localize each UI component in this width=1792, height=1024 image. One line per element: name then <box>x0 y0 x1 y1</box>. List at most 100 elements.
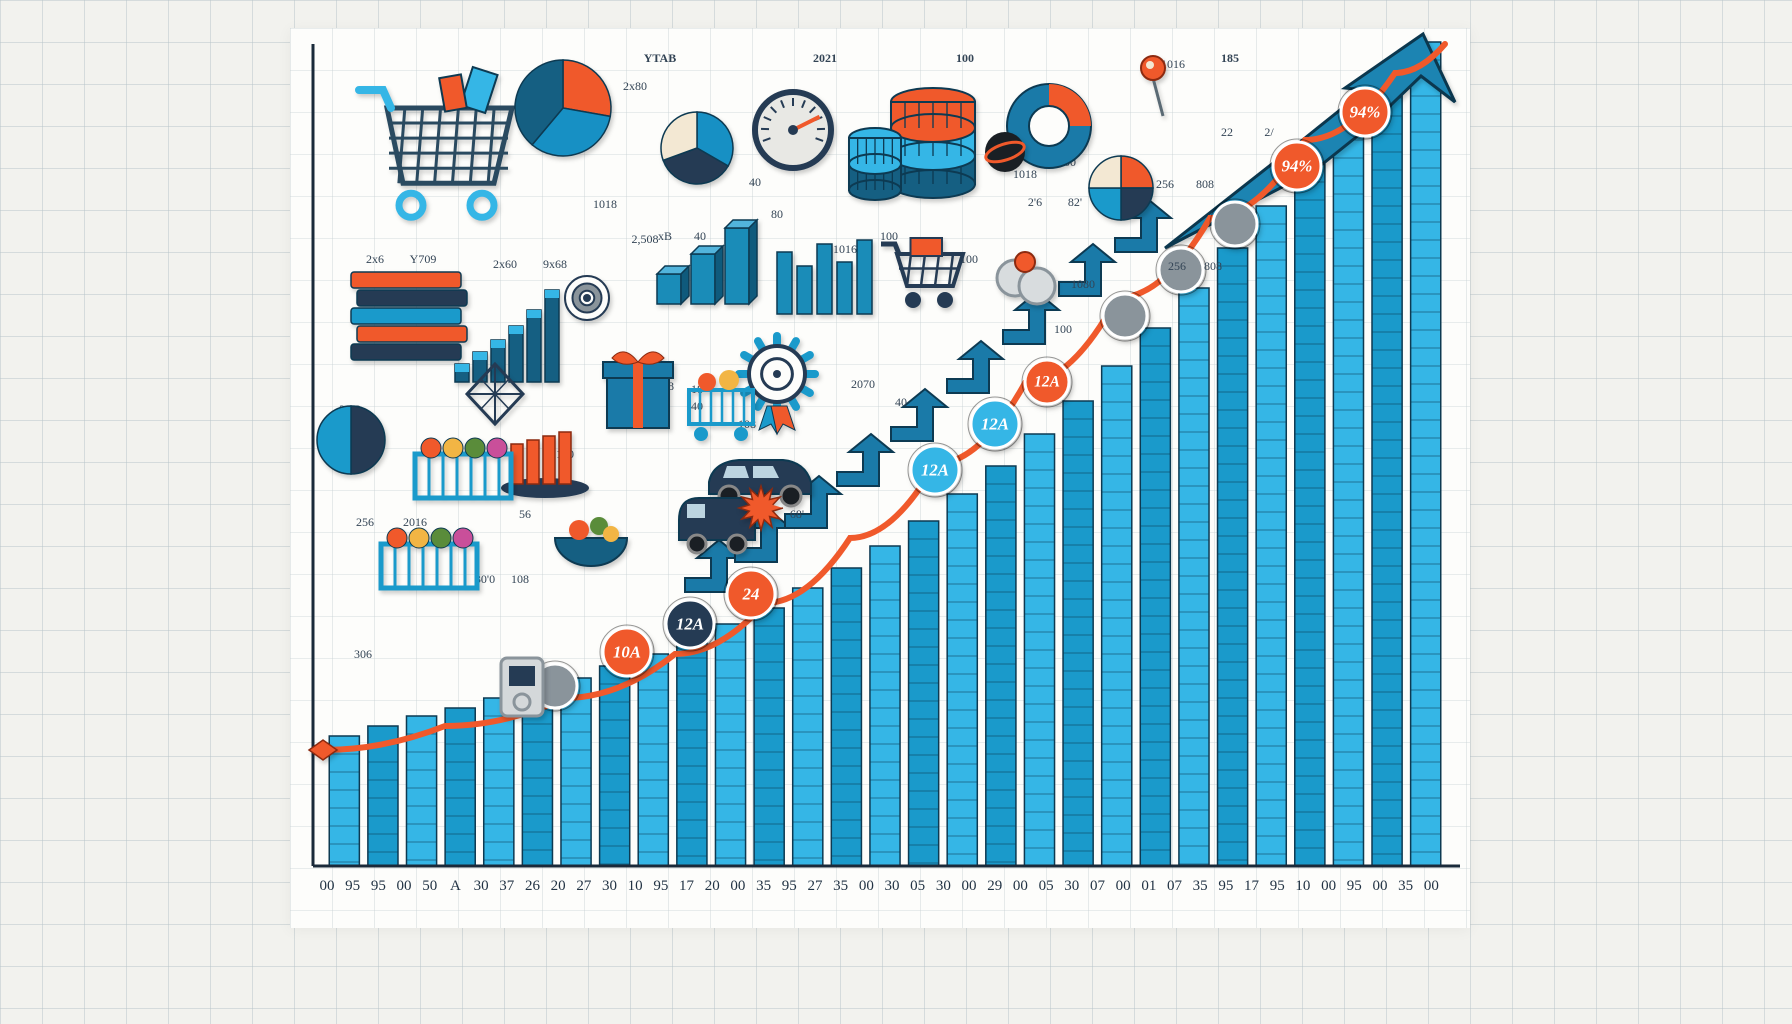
svg-text:2/: 2/ <box>1264 125 1274 139</box>
chart-svg: 0095950050A30372620273010951720003595273… <box>290 28 1470 928</box>
bar <box>831 568 861 866</box>
svg-text:30: 30 <box>474 878 489 894</box>
svg-text:95: 95 <box>1270 878 1285 894</box>
svg-text:2x80: 2x80 <box>623 79 647 93</box>
gift-box-icon <box>603 352 673 428</box>
svg-text:108: 108 <box>511 572 529 586</box>
svg-text:Y709: Y709 <box>410 252 437 266</box>
svg-text:82': 82' <box>1068 195 1082 209</box>
svg-text:05: 05 <box>1039 878 1054 894</box>
svg-text:95: 95 <box>371 878 386 894</box>
bar <box>445 708 475 866</box>
svg-text:256: 256 <box>1156 177 1174 191</box>
trend-badge: 94% <box>1270 139 1324 193</box>
bar <box>1102 366 1132 866</box>
svg-text:95: 95 <box>1347 878 1362 894</box>
svg-text:256: 256 <box>1168 259 1186 273</box>
svg-text:00: 00 <box>1116 878 1131 894</box>
svg-text:2x6: 2x6 <box>366 252 384 266</box>
half-pie-icon <box>317 406 385 474</box>
svg-text:40: 40 <box>694 229 706 243</box>
bar <box>1179 288 1209 866</box>
bar <box>947 494 977 866</box>
bar <box>1295 164 1325 866</box>
trend-badge: 94% <box>1338 85 1392 139</box>
svg-text:00: 00 <box>1013 878 1028 894</box>
svg-text:12A: 12A <box>1034 374 1060 391</box>
svg-text:17: 17 <box>679 878 695 894</box>
trend-badge: 24 <box>724 567 778 621</box>
svg-text:17: 17 <box>1244 878 1260 894</box>
svg-text:1080: 1080 <box>1071 277 1095 291</box>
svg-text:2'6: 2'6 <box>1028 195 1042 209</box>
svg-text:07: 07 <box>1090 878 1106 894</box>
svg-text:29: 29 <box>987 878 1002 894</box>
svg-text:40: 40 <box>895 395 907 409</box>
svg-text:68': 68' <box>790 507 804 521</box>
bar <box>793 588 823 866</box>
bar <box>329 736 359 866</box>
svg-text:306: 306 <box>354 647 372 661</box>
svg-text:00: 00 <box>1321 878 1336 894</box>
svg-text:00: 00 <box>1424 878 1439 894</box>
bar <box>1140 328 1170 866</box>
trend-badge: 12A <box>663 597 717 651</box>
svg-text:20: 20 <box>551 878 566 894</box>
svg-text:05: 05 <box>910 878 925 894</box>
svg-text:9x68: 9x68 <box>543 257 567 271</box>
svg-text:2,508: 2,508 <box>632 232 659 246</box>
trend-badge <box>1100 291 1150 341</box>
bar <box>1411 42 1441 866</box>
svg-text:35: 35 <box>756 878 771 894</box>
bar <box>754 608 784 866</box>
svg-text:00: 00 <box>859 878 874 894</box>
trend-badge: 10A <box>600 625 654 679</box>
svg-text:56: 56 <box>519 507 531 521</box>
trend-badge <box>1210 199 1260 249</box>
books-stack-icon <box>351 272 467 360</box>
svg-text:12A: 12A <box>981 415 1009 434</box>
svg-text:00: 00 <box>1372 878 1387 894</box>
svg-text:40: 40 <box>749 175 761 189</box>
svg-text:808: 808 <box>1204 259 1222 273</box>
svg-text:30: 30 <box>1064 878 1079 894</box>
svg-text:94%: 94% <box>1350 103 1381 122</box>
pie-chart-small-icon <box>661 112 733 184</box>
bar <box>1333 122 1363 866</box>
bar <box>1256 206 1286 866</box>
trend-badge: 12A <box>968 397 1022 451</box>
target-icon <box>565 276 609 320</box>
svg-text:50: 50 <box>422 878 437 894</box>
bar <box>1218 248 1248 866</box>
svg-text:95: 95 <box>782 878 797 894</box>
svg-text:37: 37 <box>499 878 515 894</box>
bar <box>600 666 630 866</box>
svg-text:35: 35 <box>1398 878 1413 894</box>
svg-text:256: 256 <box>356 515 374 529</box>
svg-text:1018: 1018 <box>1013 167 1037 181</box>
svg-text:100: 100 <box>1054 322 1072 336</box>
bar <box>1063 401 1093 866</box>
svg-text:10A: 10A <box>613 643 641 662</box>
svg-text:20: 20 <box>705 878 720 894</box>
svg-text:00: 00 <box>397 878 412 894</box>
svg-text:95: 95 <box>1218 878 1233 894</box>
svg-text:808: 808 <box>1196 177 1214 191</box>
svg-text:A: A <box>450 878 461 894</box>
svg-text:00: 00 <box>730 878 745 894</box>
svg-text:30: 30 <box>602 878 617 894</box>
bar <box>909 521 939 866</box>
svg-text:07: 07 <box>1167 878 1183 894</box>
svg-text:30: 30 <box>885 878 900 894</box>
svg-text:27: 27 <box>576 878 592 894</box>
bar <box>677 640 707 866</box>
page-root: 0095950050A30372620273010951720003595273… <box>0 0 1792 1024</box>
svg-text:185: 185 <box>1221 51 1239 65</box>
svg-text:100: 100 <box>956 51 974 65</box>
svg-text:95: 95 <box>653 878 668 894</box>
svg-text:94%: 94% <box>1282 157 1313 176</box>
svg-text:1016: 1016 <box>833 242 857 256</box>
svg-text:00: 00 <box>320 878 335 894</box>
trend-badge: 12A <box>908 443 962 497</box>
pie-chart-icon <box>515 60 611 156</box>
